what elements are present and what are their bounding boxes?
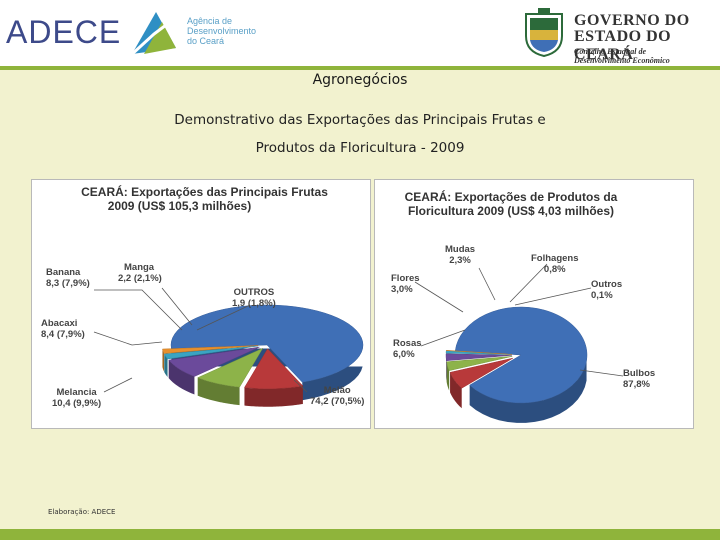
label-abacaxi-name: Abacaxi — [41, 318, 78, 329]
pie-side-flores — [446, 361, 450, 391]
label-banana-value: 8,3 (7,9%) — [46, 278, 90, 289]
label-mudas-name: Mudas — [445, 244, 476, 255]
state-name: ESTADO DO CEARÁ — [574, 28, 672, 63]
adece-logo-subtitle: Agência de Desenvolvimento do Ceará — [187, 16, 267, 46]
subtitle-line1: Demonstrativo das Exportações das Princi… — [174, 112, 546, 128]
leader-line-2 — [196, 304, 251, 331]
government-name: GOVERNO DO — [574, 12, 690, 29]
label-banana: Banana 8,3 (7,9%) — [46, 267, 90, 289]
pie-slice-outros — [445, 350, 513, 355]
label-folhagens: Folhagens 0,8% — [531, 253, 579, 275]
label-outros-flor-name: Outros — [591, 279, 623, 290]
pie-slice-manga — [163, 345, 259, 360]
label-abacaxi-value: 8,4 (7,9%) — [41, 329, 85, 340]
page-subtitle: Demonstrativo das Exportações das Princi… — [0, 106, 720, 162]
leader-line-2 — [414, 281, 464, 313]
pie-slice-flores — [446, 356, 513, 371]
fruits-chart-title: CEARÁ: Exportações das Principais Frutas… — [52, 185, 357, 213]
leader-line-1 — [509, 263, 548, 303]
council-line2: Desenvolvimento Econômico — [574, 56, 670, 65]
pie-side-rosas — [450, 372, 462, 409]
state-seal-icon — [525, 8, 563, 58]
leader-line-0 — [94, 289, 183, 331]
adece-logo: ADECE Agência de Desenvolvimento do Cear… — [6, 8, 266, 60]
pie-side-abacaxi — [197, 377, 240, 406]
label-melao-value: 74,2 (70,5%) — [310, 396, 365, 407]
label-abacaxi: Abacaxi 8,4 (7,9%) — [41, 318, 85, 340]
fruits-title-line1: CEARÁ: Exportações das Principais Frutas — [81, 185, 328, 199]
government-logo: GOVERNO DO ESTADO DO CEARÁ Conselho Esta… — [522, 4, 718, 65]
label-outros-flor: Outros 0,1% — [591, 279, 622, 301]
subtitle-line2: Produtos da Floricultura - 2009 — [255, 140, 465, 156]
pie-side-manga — [164, 353, 168, 378]
label-outros-name: OUTROS — [233, 287, 275, 298]
footer-bar — [0, 529, 720, 540]
label-rosas-value: 6,0% — [393, 349, 415, 360]
label-bulbos-name: Bulbos — [623, 368, 656, 379]
leader-line-4 — [420, 329, 466, 347]
label-mudas: Mudas 2,3% — [445, 244, 475, 266]
pie-slice-melão — [170, 304, 364, 383]
fruits-chart-panel: CEARÁ: Exportações das Principais Frutas… — [31, 179, 371, 429]
label-manga-value: 2,2 (2,1%) — [118, 273, 162, 284]
pie-side-banana — [168, 360, 195, 395]
label-melancia-value: 10,4 (9,9%) — [52, 398, 102, 409]
leader-line-5 — [579, 369, 624, 377]
pie-slice-outros — [162, 345, 259, 354]
label-bulbos: Bulbos 87,8% — [623, 368, 655, 390]
label-outros: OUTROS 1,9 (1,8%) — [232, 287, 276, 309]
label-melao-name: Melão — [323, 385, 351, 396]
label-banana-name: Banana — [46, 267, 81, 278]
leader-line-4 — [103, 377, 133, 393]
pie-side-bulbos — [469, 360, 587, 423]
leader-line-0 — [478, 267, 496, 301]
floriculture-pie-chart — [414, 263, 624, 423]
label-melancia-name: Melancia — [56, 387, 97, 398]
adece-triangle-icon — [128, 12, 179, 58]
pie-slice-banana — [168, 346, 260, 377]
adece-sub-line2: Desenvolvimento — [187, 26, 257, 36]
label-bulbos-value: 87,8% — [623, 379, 650, 390]
council-line1: Conselho Estadual de — [574, 47, 647, 56]
label-manga: Manga 2,2 (2,1%) — [118, 262, 162, 284]
label-flores-value: 3,0% — [391, 284, 413, 295]
pie-slice-rosas — [449, 357, 514, 389]
label-outros-value: 1,9 (1,8%) — [232, 298, 276, 309]
label-rosas-name: Rosas — [393, 338, 422, 349]
adece-sub-line1: Agência de — [187, 16, 233, 26]
label-mudas-value: 2,3% — [449, 255, 471, 266]
floriculture-title-line2: Floricultura 2009 (US$ 4,03 milhões) — [407, 204, 615, 218]
leader-line-3 — [93, 331, 163, 346]
label-manga-name: Manga — [124, 262, 155, 273]
pie-side-outros — [162, 349, 165, 372]
adece-logo-text: ADECE — [6, 14, 122, 50]
label-flores: Flores 3,0% — [391, 273, 420, 295]
label-melao: Melão 74,2 (70,5%) — [310, 385, 364, 407]
footer-source-note: Elaboração: ADECE — [48, 508, 116, 516]
header-divider — [0, 66, 720, 70]
header: ADECE Agência de Desenvolvimento do Cear… — [0, 0, 720, 66]
floriculture-title-line1: CEARÁ: Exportações de Produtos da — [404, 190, 618, 204]
pie-side-melancia — [244, 385, 303, 407]
fruits-title-line2: 2009 (US$ 105,3 milhões) — [107, 199, 252, 213]
floriculture-chart-title: CEARÁ: Exportações de Produtos da Floric… — [381, 190, 641, 218]
fruits-pie-chart — [93, 287, 364, 407]
floriculture-chart-panel: CEARÁ: Exportações de Produtos da Floric… — [374, 179, 694, 429]
label-flores-name: Flores — [391, 273, 420, 284]
leader-line-1 — [161, 287, 193, 326]
pie-slice-bulbos — [454, 306, 588, 404]
pie-slice-melancia — [244, 348, 304, 389]
pie-slice-mudas — [445, 353, 513, 361]
adece-sub-line3: do Ceará — [187, 36, 225, 46]
leader-line-3 — [514, 287, 592, 306]
pie-slice-abacaxi — [197, 347, 264, 388]
label-folhagens-value: 0,8% — [543, 264, 566, 275]
section-title: Agronegócios — [312, 72, 408, 88]
label-rosas: Rosas 6,0% — [393, 338, 422, 360]
label-outros-flor-value: 0,1% — [591, 290, 613, 301]
leader-line-5 — [293, 379, 308, 393]
label-folhagens-name: Folhagens — [531, 253, 579, 264]
label-melancia: Melancia 10,4 (9,9%) — [52, 387, 101, 409]
